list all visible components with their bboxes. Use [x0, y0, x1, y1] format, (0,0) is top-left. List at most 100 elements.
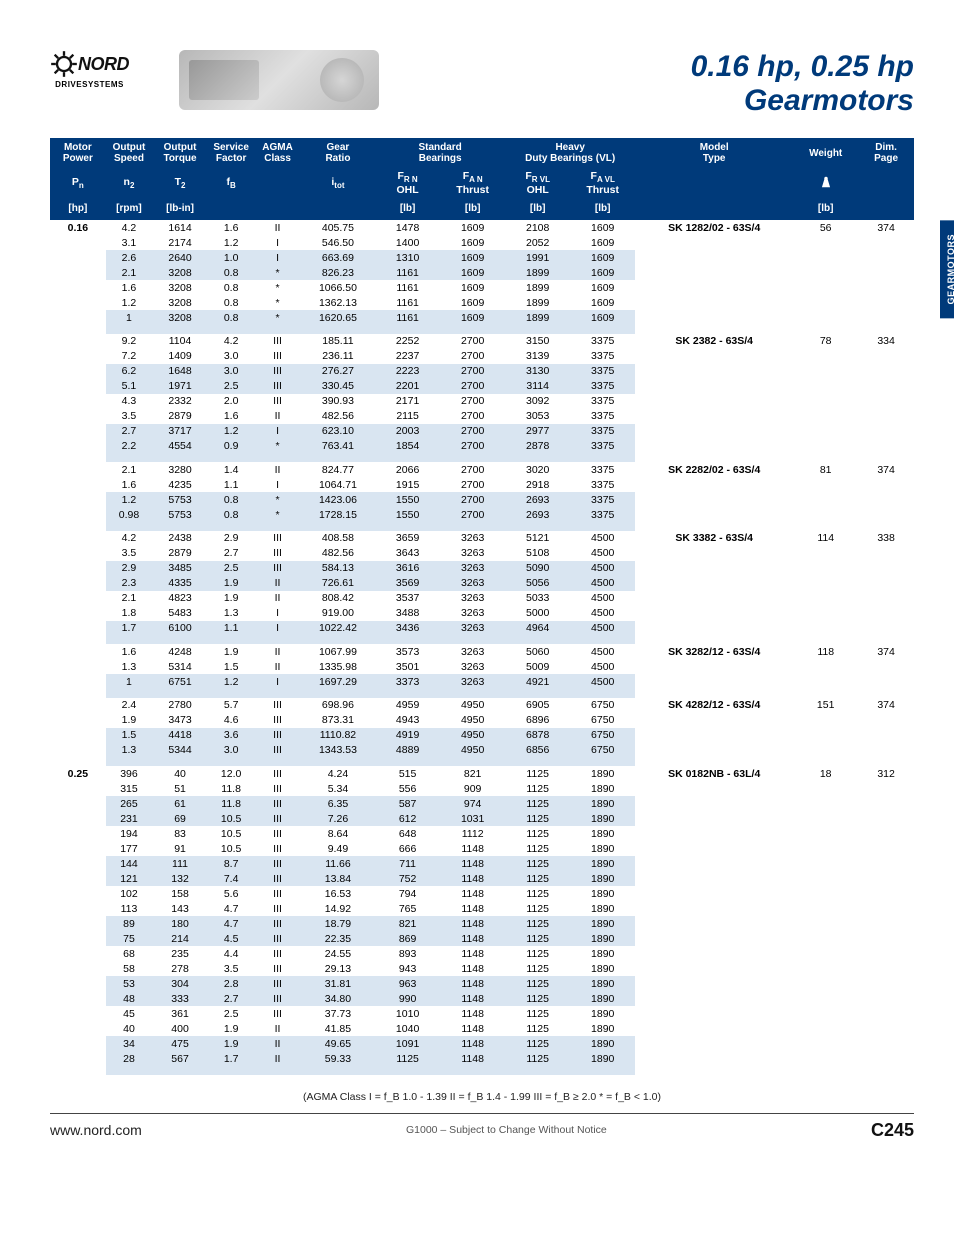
cell [793, 976, 858, 991]
cell: 408.58 [301, 531, 375, 546]
cell: 1148 [440, 946, 505, 961]
cell [793, 439, 858, 463]
cell: 3473 [152, 713, 208, 728]
cell [50, 1051, 106, 1075]
cell: 22.35 [301, 931, 375, 946]
cell: 330.45 [301, 379, 375, 394]
cell [50, 621, 106, 645]
cell: 7.4 [208, 871, 254, 886]
cell [793, 946, 858, 961]
cell: 4.2 [106, 531, 152, 546]
cell: 1609 [440, 250, 505, 265]
cell [793, 856, 858, 871]
cell: 648 [375, 826, 440, 841]
cell: 1125 [505, 856, 570, 871]
cell: SK 0182NB - 63L/4 [635, 766, 793, 781]
cell: 808.42 [301, 591, 375, 606]
cell: 1148 [440, 931, 505, 946]
cell [50, 674, 106, 698]
cell [50, 1036, 106, 1051]
cell [793, 796, 858, 811]
cell: 5753 [152, 492, 208, 507]
cell: 3501 [375, 659, 440, 674]
cell: 3092 [505, 394, 570, 409]
cell: 4500 [570, 531, 635, 546]
cell [793, 546, 858, 561]
cell: 7.26 [301, 811, 375, 826]
cell: 2640 [152, 250, 208, 265]
cell: 400 [152, 1021, 208, 1036]
cell: 2.9 [208, 531, 254, 546]
cell: 0.8 [208, 492, 254, 507]
cell [635, 492, 793, 507]
cell: 1148 [440, 976, 505, 991]
cell: 2.7 [106, 424, 152, 439]
table-row: 0.164.216141.6II405.751478160921081609SK… [50, 220, 914, 235]
cell: 59.33 [301, 1051, 375, 1075]
cell: * [254, 310, 300, 334]
table-row: 582783.5III29.13943114811251890 [50, 961, 914, 976]
table-row: 4.224382.9III408.583659326351214500SK 33… [50, 531, 914, 546]
cell: 1125 [505, 946, 570, 961]
cell: 3263 [440, 531, 505, 546]
cell: II [254, 1036, 300, 1051]
cell: 1620.65 [301, 310, 375, 334]
cell [635, 250, 793, 265]
cell: 1609 [440, 295, 505, 310]
page: GEARMOTORS NORD DRIVESYSTEMS 0.16 hp, 0.… [0, 0, 954, 1169]
col-symbol [793, 168, 858, 200]
table-row: 5.119712.5III330.452201270031143375 [50, 379, 914, 394]
cell: 1890 [570, 886, 635, 901]
table-row: 1948310.5III8.64648111211251890 [50, 826, 914, 841]
cell: 1125 [505, 1051, 570, 1075]
cell [635, 991, 793, 1006]
cell: 1.9 [208, 644, 254, 659]
cell [635, 561, 793, 576]
table-row: 7.214093.0III236.112237270031393375 [50, 349, 914, 364]
cell: 963 [375, 976, 440, 991]
cell: 1.3 [106, 743, 152, 767]
cell: 1.6 [106, 280, 152, 295]
cell: III [254, 796, 300, 811]
cell [50, 659, 106, 674]
cell: 3375 [570, 349, 635, 364]
cell: 6750 [570, 713, 635, 728]
cell [793, 886, 858, 901]
cell: 3150 [505, 334, 570, 349]
cell: 3659 [375, 531, 440, 546]
cell: 1609 [570, 250, 635, 265]
cell: 3375 [570, 477, 635, 492]
cell [858, 1021, 914, 1036]
cell [858, 507, 914, 531]
cell: 1899 [505, 295, 570, 310]
cell: 3280 [152, 462, 208, 477]
cell: 1728.15 [301, 507, 375, 531]
cell: 10.5 [208, 811, 254, 826]
table-row: 752144.5III22.35869114811251890 [50, 931, 914, 946]
cell: 2.9 [106, 561, 152, 576]
cell: SK 1282/02 - 63S/4 [635, 220, 793, 235]
cell: III [254, 976, 300, 991]
cell: 0.98 [106, 507, 152, 531]
cell [858, 265, 914, 280]
cell: SK 2382 - 63S/4 [635, 334, 793, 349]
cell: 2237 [375, 349, 440, 364]
cell: * [254, 295, 300, 310]
table-row: 3.528791.6II482.562115270030533375 [50, 409, 914, 424]
cell: 2438 [152, 531, 208, 546]
cell [635, 349, 793, 364]
logo-brand: NORD [78, 54, 129, 75]
table-row: 1.632080.8*1066.501161160918991609 [50, 280, 914, 295]
cell [50, 916, 106, 931]
cell: II [254, 220, 300, 235]
cell: 2700 [440, 364, 505, 379]
cell: 1890 [570, 976, 635, 991]
cell: 4889 [375, 743, 440, 767]
cell: 5000 [505, 606, 570, 621]
cell [858, 659, 914, 674]
cell: 3375 [570, 334, 635, 349]
cell: 2174 [152, 235, 208, 250]
cell: 231 [106, 811, 152, 826]
cell: 1609 [440, 265, 505, 280]
cell: 312 [858, 766, 914, 781]
